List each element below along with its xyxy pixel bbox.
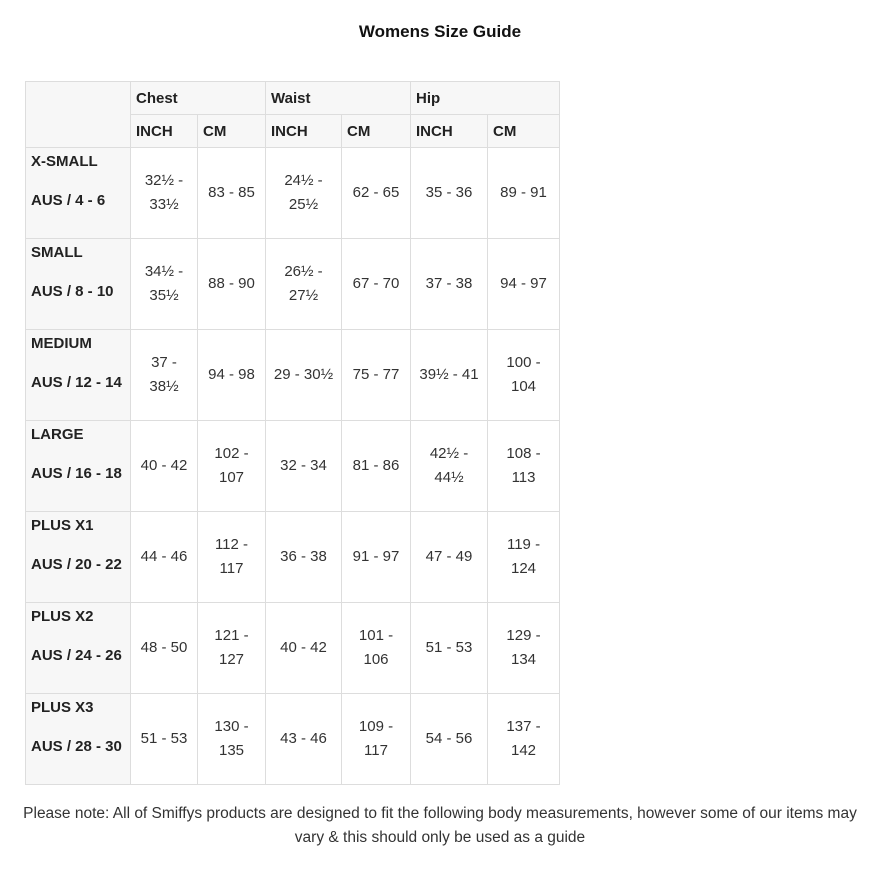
- measurement-cell: 40 - 42: [265, 602, 342, 694]
- table-row: MEDIUM AUS / 12 - 14 37 - 38½ 94 - 98 29 - 3…: [25, 329, 561, 421]
- size-cell: SMALL AUS / 8 - 10: [25, 238, 131, 330]
- measurement-cell: 102 - 107: [197, 420, 266, 512]
- size-cell: PLUS X1 AUS / 20 - 22: [25, 511, 131, 603]
- measurement-cell: 42½ - 44½: [410, 420, 489, 512]
- measurement-cell: 130 - 135: [197, 693, 266, 785]
- measurement-cell: 81 - 86: [340, 420, 412, 512]
- measurement-cell: 32 - 34: [265, 420, 342, 512]
- aus-size-label: AUS / 8 - 10: [31, 283, 114, 300]
- size-cell: PLUS X3 AUS / 28 - 30: [25, 693, 131, 785]
- size-label: PLUS X2: [31, 608, 94, 625]
- size-label: X-SMALL: [31, 153, 98, 170]
- table-row: PLUS X3 AUS / 28 - 30 51 - 53 130 - 135 43 -…: [25, 693, 561, 785]
- measurement-cell: 48 - 50: [130, 602, 198, 694]
- table-row: LARGE AUS / 16 - 18 40 - 42 102 - 107 32 - 3…: [25, 420, 561, 512]
- measurement-cell: 43 - 46: [265, 693, 342, 785]
- unit-header-row: INCH CM INCH CM INCH CM: [26, 114, 561, 148]
- aus-size-label: AUS / 20 - 22: [31, 556, 122, 573]
- table-row: X-SMALL AUS / 4 - 6 32½ - 33½ 83 - 85 24½ - …: [25, 147, 561, 239]
- size-guide-table: Chest Waist Hip INCH CM INCH CM INCH CM X-SMA…: [25, 81, 561, 785]
- size-cell: PLUS X2 AUS / 24 - 26: [25, 602, 131, 694]
- group-header-row: Chest Waist Hip: [25, 81, 561, 148]
- group-header-waist: Waist: [264, 81, 412, 115]
- measurement-cell: 109 - 117: [340, 693, 412, 785]
- measurement-cell: 37 - 38: [410, 238, 489, 330]
- corner-cell: [25, 81, 131, 148]
- table-row: PLUS X1 AUS / 20 - 22 44 - 46 112 - 117 36 -…: [25, 511, 561, 603]
- measurement-cell: 75 - 77: [340, 329, 412, 421]
- aus-size-label: AUS / 4 - 6: [31, 192, 106, 209]
- measurement-cell: 67 - 70: [340, 238, 412, 330]
- size-label: PLUS X1: [31, 517, 94, 534]
- aus-size-label: AUS / 24 - 26: [31, 647, 122, 664]
- measurement-cell: 29 - 30½: [265, 329, 342, 421]
- measurement-cell: 26½ - 27½: [265, 238, 342, 330]
- measurement-cell: 129 - 134: [487, 602, 561, 694]
- size-cell: LARGE AUS / 16 - 18: [25, 420, 131, 512]
- measurement-cell: 91 - 97: [340, 511, 412, 603]
- measurement-cell: 94 - 97: [487, 238, 561, 330]
- size-label: LARGE: [31, 426, 84, 443]
- measurement-cell: 51 - 53: [130, 693, 198, 785]
- measurement-cell: 101 - 106: [340, 602, 412, 694]
- measurement-cell: 94 - 98: [197, 329, 266, 421]
- table-row: SMALL AUS / 8 - 10 34½ - 35½ 88 - 90 26½ - 2…: [25, 238, 561, 330]
- page-title: Womens Size Guide: [358, 22, 522, 41]
- measurement-cell: 34½ - 35½: [130, 238, 198, 330]
- measurement-cell: 100 - 104: [487, 329, 561, 421]
- measurement-cell: 108 - 113: [487, 420, 561, 512]
- measurement-cell: 37 - 38½: [130, 329, 198, 421]
- measurement-cell: 35 - 36: [410, 147, 489, 239]
- size-cell: X-SMALL AUS / 4 - 6: [25, 147, 131, 239]
- measurement-cell: 24½ - 25½: [265, 147, 342, 239]
- size-cell: MEDIUM AUS / 12 - 14: [25, 329, 131, 421]
- measurement-cell: 40 - 42: [130, 420, 198, 512]
- measurement-cell: 121 - 127: [197, 602, 266, 694]
- measurement-cell: 51 - 53: [410, 602, 489, 694]
- measurement-cell: 62 - 65: [340, 147, 412, 239]
- aus-size-label: AUS / 16 - 18: [31, 465, 122, 482]
- unit-header: INCH: [130, 114, 198, 148]
- measurement-cell: 83 - 85: [197, 147, 266, 239]
- size-label: MEDIUM: [31, 335, 92, 352]
- unit-header: CM: [197, 114, 266, 148]
- size-label: SMALL: [31, 244, 83, 261]
- unit-header: INCH: [410, 114, 489, 148]
- unit-header: INCH: [265, 114, 342, 148]
- measurement-cell: 47 - 49: [410, 511, 489, 603]
- measurement-cell: 39½ - 41: [410, 329, 489, 421]
- measurement-cell: 119 - 124: [487, 511, 561, 603]
- measurement-cell: 32½ - 33½: [130, 147, 198, 239]
- unit-header: CM: [340, 114, 412, 148]
- aus-size-label: AUS / 28 - 30: [31, 738, 122, 755]
- measurement-cell: 89 - 91: [487, 147, 561, 239]
- measurement-cell: 112 - 117: [197, 511, 266, 603]
- measurement-cell: 36 - 38: [265, 511, 342, 603]
- unit-header: CM: [487, 114, 561, 148]
- measurement-cell: 88 - 90: [197, 238, 266, 330]
- group-header-hip: Hip: [410, 81, 561, 115]
- group-header-chest: Chest: [130, 81, 266, 115]
- measurement-cell: 54 - 56: [410, 693, 489, 785]
- disclaimer-note: Please note: All of Smiffys products are…: [23, 805, 857, 846]
- measurement-cell: 137 - 142: [487, 693, 561, 785]
- size-label: PLUS X3: [31, 699, 94, 716]
- table-row: PLUS X2 AUS / 24 - 26 48 - 50 121 - 127 40 -…: [25, 602, 561, 694]
- measurement-cell: 44 - 46: [130, 511, 198, 603]
- aus-size-label: AUS / 12 - 14: [31, 374, 122, 391]
